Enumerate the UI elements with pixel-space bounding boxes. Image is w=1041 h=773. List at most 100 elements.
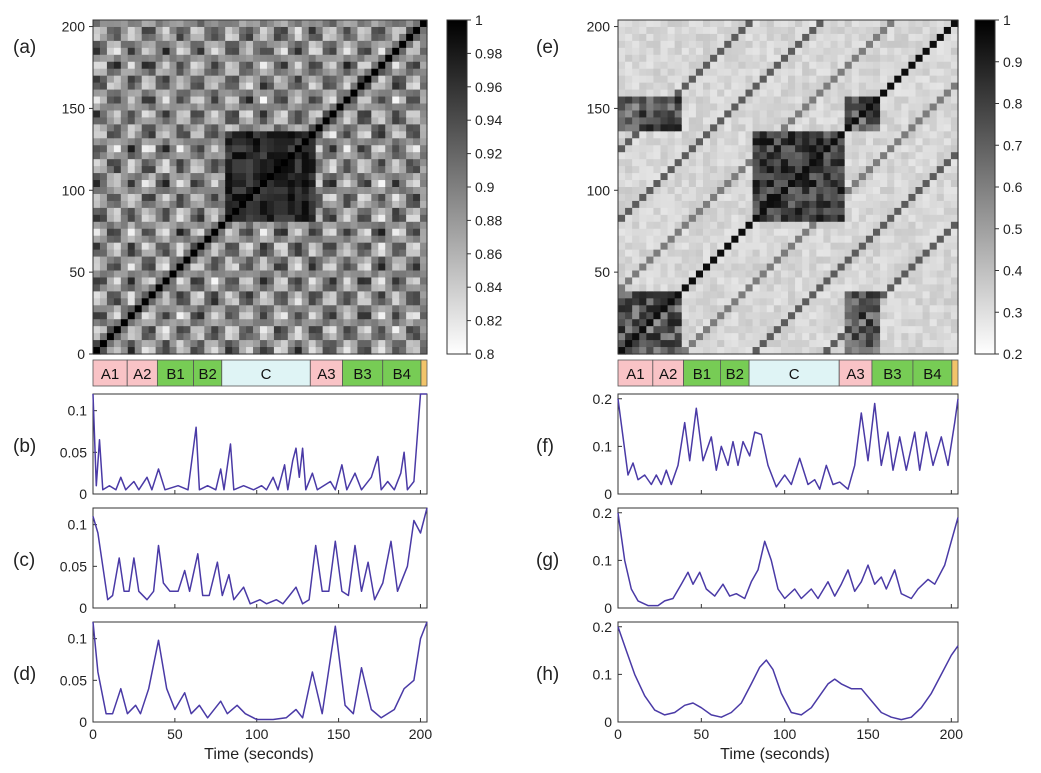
panel-a-heatmap-cell <box>385 242 393 251</box>
panel-a-heatmap-cell <box>204 270 212 279</box>
panel-a-heatmap-cell <box>93 235 101 244</box>
panel-e-heatmap-cell <box>717 103 725 112</box>
panel-a-heatmap-cell <box>371 124 379 132</box>
panel-e-heatmap-cell <box>653 131 662 139</box>
panel-a-heatmap-cell <box>225 256 233 265</box>
panel-e-heatmap-cell <box>745 319 754 327</box>
panel-e-heatmap-cell <box>922 249 931 258</box>
panel-a-heatmap-cell <box>218 20 226 28</box>
panel-e-heatmap-cell <box>681 270 690 279</box>
panel-e-heatmap-cell <box>887 61 895 70</box>
panel-e-heatmap-cell <box>688 131 697 139</box>
panel-e-heatmap-cell <box>929 340 938 348</box>
panel-a-heatmap-cell <box>350 103 359 112</box>
panel-e-heatmap-cell <box>731 82 740 91</box>
panel-e-heatmap-cell <box>802 263 810 272</box>
panel-e-heatmap-cell <box>759 291 768 299</box>
panel-a-heatmap-cell <box>385 193 393 202</box>
panel-a-heatmap-cell <box>169 207 178 216</box>
panel-e-heatmap-cell <box>922 270 931 279</box>
panel-e-heatmap-cell <box>780 131 789 139</box>
panel-a-heatmap-cell <box>308 256 317 265</box>
panel-e-heatmap-cell <box>752 47 761 56</box>
panel-a-heatmap-cell <box>113 47 122 56</box>
panel-e-heatmap-cell <box>738 298 747 306</box>
panel-a-heatmap-cell <box>280 312 289 320</box>
panel-a-heatmap-cell <box>378 187 386 195</box>
panel-a-heatmap-cell <box>162 187 171 195</box>
panel-a-heatmap-cell <box>301 249 310 258</box>
panel-a-heatmap-cell <box>246 200 254 209</box>
panel-h-xtick-label: 200 <box>940 726 964 742</box>
panel-a-heatmap-cell <box>266 20 275 28</box>
panel-a-heatmap-cell <box>106 214 115 223</box>
panel-e-heatmap-cell <box>922 180 931 188</box>
panel-a-heatmap-cell <box>183 159 192 167</box>
panel-e-heatmap-cell <box>929 173 938 181</box>
panel-h-panel-label: (h) <box>536 664 559 685</box>
panel-a-heatmap-cell <box>266 221 275 230</box>
panel-a-heatmap-cell <box>148 221 157 230</box>
panel-e-heatmap-cell <box>802 200 810 209</box>
panel-a-heatmap-cell <box>266 312 275 320</box>
panel-e-heatmap-cell <box>908 347 917 355</box>
panel-a-colorbar <box>446 19 468 355</box>
panel-e-heatmap-cell <box>773 20 782 28</box>
panel-a-heatmap-cell <box>371 228 379 237</box>
panel-a-heatmap-cell <box>378 33 386 42</box>
panel-e-heatmap-cell <box>773 277 782 286</box>
panel-a-heatmap-cell <box>253 124 261 132</box>
panel-a-heatmap-cell <box>99 333 108 341</box>
panel-a-heatmap-cell <box>225 319 233 327</box>
panel-a-heatmap-cell <box>308 305 317 313</box>
panel-a-heatmap-cell <box>106 40 115 49</box>
panel-e-heatmap-cell <box>625 284 633 292</box>
panel-e-heatmap-cell <box>625 54 633 63</box>
panel-a-heatmap-cell <box>294 117 303 125</box>
panel-e-heatmap-cell <box>887 235 895 244</box>
panel-a-heatmap-cell <box>169 180 178 188</box>
panel-e-heatmap-cell <box>667 110 676 119</box>
panel-e-heatmap-cell <box>745 159 754 167</box>
panel-a-heatmap-cell <box>280 270 289 279</box>
panel-e-heatmap-cell <box>929 152 938 160</box>
panel-a-heatmap-cell <box>225 75 233 84</box>
panel-e-heatmap-cell <box>703 54 711 63</box>
panel-e-heatmap-cell <box>724 54 732 63</box>
panel-a-heatmap-cell <box>294 89 303 98</box>
panel-a-heatmap-cell <box>350 26 359 35</box>
panel-a-heatmap-cell <box>141 200 150 209</box>
panel-a-heatmap-cell <box>99 96 108 105</box>
panel-a-heatmap-cell <box>273 131 282 139</box>
panel-e-heatmap-cell <box>858 33 867 42</box>
panel-e-heatmap-cell <box>844 347 853 355</box>
panel-a-heatmap-cell <box>315 193 324 202</box>
panel-a-heatmap-cell <box>294 277 303 286</box>
panel-e-heatmap-cell <box>646 333 655 341</box>
panel-a-heatmap-cell <box>301 33 310 42</box>
panel-a-heatmap-cell <box>378 326 386 334</box>
panel-e-heatmap-cell <box>681 54 690 63</box>
panel-e-heatmap-cell <box>936 193 945 202</box>
panel-e-heatmap-cell <box>695 110 704 119</box>
panel-e-heatmap-cell <box>802 256 810 265</box>
panel-e-heatmap-cell <box>632 131 640 139</box>
panel-a-heatmap-cell <box>308 82 317 91</box>
panel-a-segment-label: B2 <box>199 366 217 383</box>
panel-e-heatmap-cell <box>844 47 853 56</box>
panel-a-heatmap-cell <box>148 54 157 63</box>
panel-a-heatmap-cell <box>287 319 296 327</box>
panel-a-heatmap-cell <box>357 145 365 153</box>
panel-e-heatmap-cell <box>823 249 832 258</box>
panel-e-heatmap-cell <box>773 270 782 279</box>
panel-a-heatmap-cell <box>246 124 254 132</box>
panel-e-heatmap-cell <box>901 124 910 132</box>
panel-e-heatmap-cell <box>915 249 924 258</box>
panel-e-heatmap-cell <box>901 298 910 306</box>
panel-e-heatmap-cell <box>703 47 711 56</box>
panel-e-heatmap-cell <box>901 333 910 341</box>
panel-a-heatmap-cell <box>106 89 115 98</box>
panel-a-heatmap-cell <box>385 180 393 188</box>
panel-a-heatmap-cell <box>127 20 136 28</box>
panel-a-heatmap-cell <box>169 312 178 320</box>
